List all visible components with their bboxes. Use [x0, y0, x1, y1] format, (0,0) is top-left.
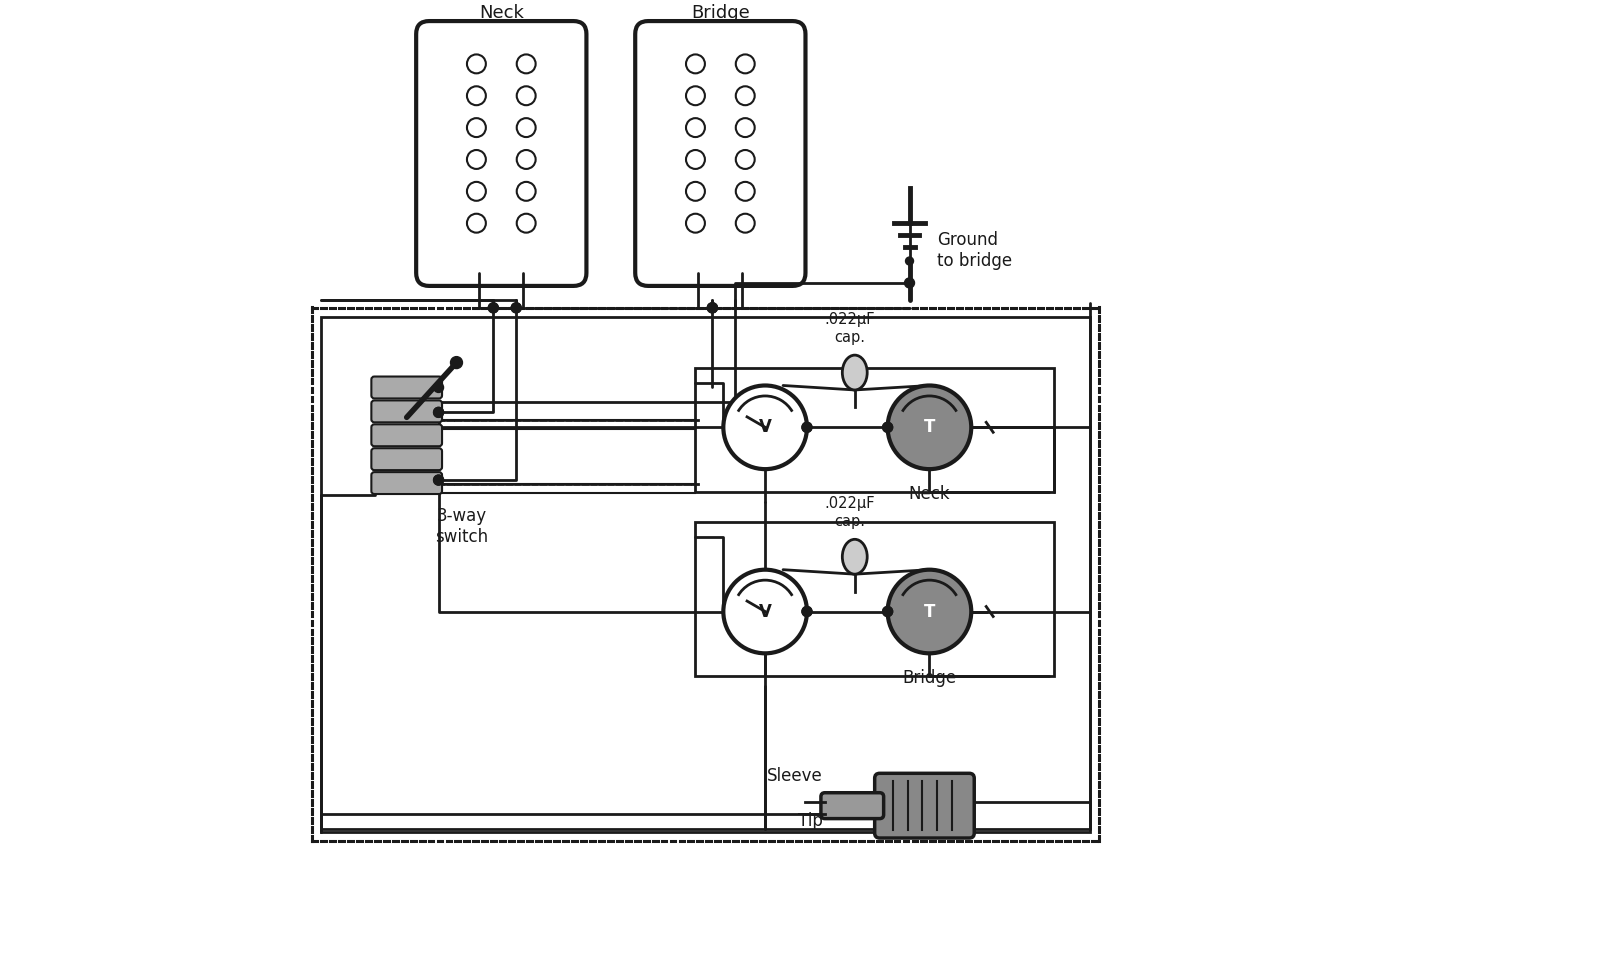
- Bar: [322, 317, 1090, 831]
- Circle shape: [467, 214, 486, 232]
- Circle shape: [467, 118, 486, 137]
- Circle shape: [883, 422, 893, 432]
- FancyBboxPatch shape: [371, 400, 442, 422]
- Circle shape: [707, 302, 717, 313]
- Circle shape: [686, 118, 706, 137]
- Circle shape: [736, 214, 755, 232]
- Circle shape: [802, 422, 811, 432]
- Circle shape: [888, 569, 971, 654]
- Text: .022μF
cap.: .022μF cap.: [824, 496, 875, 529]
- Circle shape: [512, 302, 522, 313]
- Circle shape: [686, 55, 706, 73]
- Circle shape: [517, 150, 536, 169]
- Text: Ground
to bridge: Ground to bridge: [938, 231, 1013, 270]
- Circle shape: [434, 475, 443, 485]
- FancyBboxPatch shape: [821, 793, 883, 819]
- Circle shape: [686, 181, 706, 201]
- Circle shape: [517, 181, 536, 201]
- Text: Neck: Neck: [478, 4, 523, 22]
- Circle shape: [467, 86, 486, 106]
- Ellipse shape: [842, 355, 867, 390]
- Text: V: V: [758, 419, 771, 436]
- Circle shape: [512, 302, 522, 313]
- Text: .022μF
cap.: .022μF cap.: [824, 312, 875, 345]
- Circle shape: [736, 150, 755, 169]
- FancyBboxPatch shape: [371, 376, 442, 398]
- Circle shape: [906, 257, 914, 265]
- Circle shape: [707, 302, 717, 313]
- FancyBboxPatch shape: [371, 424, 442, 446]
- Circle shape: [517, 214, 536, 232]
- Circle shape: [686, 214, 706, 232]
- Bar: [696, 368, 1054, 492]
- FancyBboxPatch shape: [635, 21, 805, 286]
- Text: Tip: Tip: [798, 811, 822, 829]
- Circle shape: [467, 150, 486, 169]
- Circle shape: [802, 422, 811, 432]
- Circle shape: [451, 356, 462, 369]
- Text: T: T: [923, 419, 934, 436]
- Circle shape: [904, 278, 915, 288]
- Circle shape: [802, 607, 811, 616]
- Text: Neck: Neck: [909, 485, 950, 503]
- Circle shape: [517, 86, 536, 106]
- Text: 3-way
switch: 3-way switch: [435, 507, 488, 546]
- Circle shape: [434, 407, 443, 418]
- Ellipse shape: [842, 540, 867, 574]
- Bar: [696, 522, 1054, 676]
- Circle shape: [736, 118, 755, 137]
- Circle shape: [802, 607, 811, 616]
- Text: Bridge: Bridge: [691, 4, 750, 22]
- Circle shape: [883, 607, 893, 616]
- Text: Sleeve: Sleeve: [766, 767, 822, 784]
- Circle shape: [467, 181, 486, 201]
- Circle shape: [517, 55, 536, 73]
- Circle shape: [723, 386, 806, 469]
- Text: V: V: [758, 603, 771, 620]
- Circle shape: [434, 475, 443, 485]
- Circle shape: [888, 386, 971, 469]
- Circle shape: [488, 302, 498, 313]
- FancyBboxPatch shape: [875, 774, 974, 838]
- Circle shape: [883, 607, 893, 616]
- Circle shape: [736, 181, 755, 201]
- Text: T: T: [923, 603, 934, 620]
- Circle shape: [723, 569, 806, 654]
- Circle shape: [736, 86, 755, 106]
- FancyBboxPatch shape: [371, 472, 442, 494]
- Text: Bridge: Bridge: [902, 669, 957, 687]
- Circle shape: [517, 118, 536, 137]
- Circle shape: [686, 86, 706, 106]
- Circle shape: [467, 55, 486, 73]
- Circle shape: [488, 302, 498, 313]
- FancyBboxPatch shape: [371, 448, 442, 470]
- Circle shape: [434, 382, 443, 393]
- Circle shape: [707, 302, 717, 313]
- Circle shape: [686, 150, 706, 169]
- Circle shape: [883, 422, 893, 432]
- FancyBboxPatch shape: [416, 21, 587, 286]
- Circle shape: [736, 55, 755, 73]
- Circle shape: [434, 407, 443, 418]
